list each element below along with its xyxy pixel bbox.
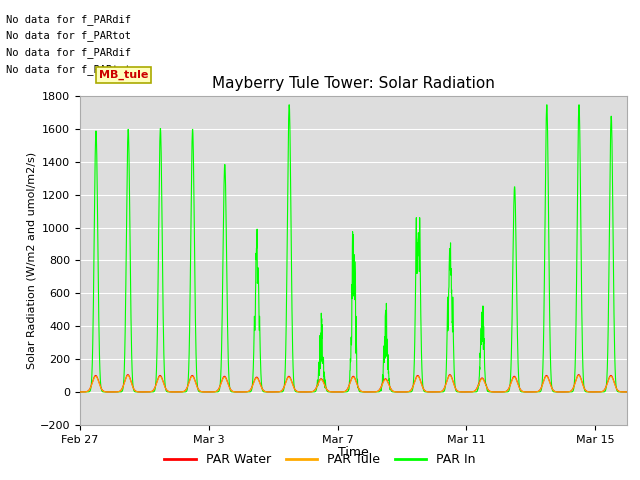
X-axis label: Time: Time xyxy=(338,446,369,459)
PAR In xyxy=(287,164,294,169)
Text: MB_tule: MB_tule xyxy=(99,70,148,80)
PAR Water xyxy=(168,389,175,395)
Line: PAR Tule: PAR Tule xyxy=(80,375,640,392)
PAR Water xyxy=(124,372,132,378)
PAR In xyxy=(285,102,293,108)
PAR Water xyxy=(581,386,589,392)
PAR In xyxy=(76,389,84,395)
Line: PAR Water: PAR Water xyxy=(80,375,640,392)
PAR Water xyxy=(76,389,84,395)
PAR Tule xyxy=(124,372,132,378)
PAR Tule xyxy=(168,389,175,395)
PAR In xyxy=(205,389,212,395)
Line: PAR In: PAR In xyxy=(80,105,640,392)
PAR Water xyxy=(388,388,396,394)
PAR In xyxy=(167,389,175,395)
PAR In xyxy=(132,389,140,395)
Legend: PAR Water, PAR Tule, PAR In: PAR Water, PAR Tule, PAR In xyxy=(159,448,481,471)
Text: No data for f_PARdif: No data for f_PARdif xyxy=(6,47,131,58)
Text: No data for f_PARtot: No data for f_PARtot xyxy=(6,30,131,41)
Y-axis label: Solar Radiation (W/m2 and umol/m2/s): Solar Radiation (W/m2 and umol/m2/s) xyxy=(27,152,37,369)
PAR Water xyxy=(205,389,212,395)
PAR Tule xyxy=(388,388,396,394)
PAR Tule xyxy=(205,389,212,395)
PAR In xyxy=(463,389,470,395)
PAR Tule xyxy=(581,386,589,392)
PAR Tule xyxy=(333,389,341,395)
Text: No data for f_PARdif: No data for f_PARdif xyxy=(6,13,131,24)
PAR Water xyxy=(333,389,341,395)
PAR Water xyxy=(132,388,140,394)
PAR Water xyxy=(287,375,294,381)
PAR Tule xyxy=(287,376,294,382)
PAR In xyxy=(581,388,589,394)
PAR Tule xyxy=(76,389,84,395)
Text: No data for f_PARtot: No data for f_PARtot xyxy=(6,64,131,75)
Title: Mayberry Tule Tower: Solar Radiation: Mayberry Tule Tower: Solar Radiation xyxy=(212,76,495,91)
PAR Tule xyxy=(132,388,140,394)
PAR In xyxy=(388,389,396,395)
